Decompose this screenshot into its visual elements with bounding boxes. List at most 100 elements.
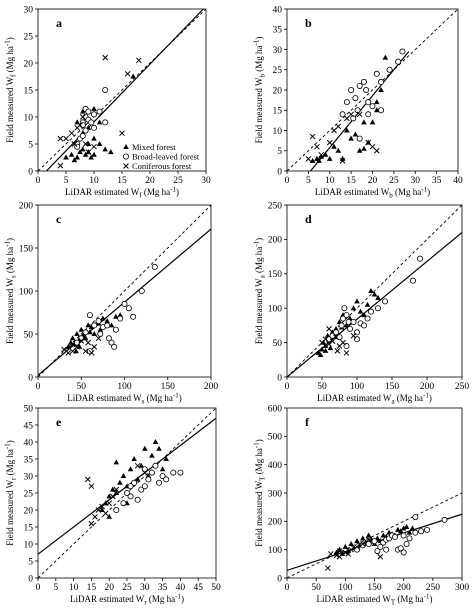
coniferous-forest-point (336, 548, 343, 554)
y-tick-label: 50 (24, 404, 34, 414)
broad-leaved-forest-point (102, 87, 109, 94)
coniferous-forest-point (356, 111, 363, 118)
y-tick-label: 100 (19, 287, 34, 297)
x-tick-label: 10 (89, 176, 99, 186)
y-axis-label: Field measured Wr (Mg ha-1) (4, 440, 18, 546)
mixed-forest-point (108, 149, 114, 155)
mixed-forest-point (335, 147, 342, 153)
plot-frame (286, 407, 463, 579)
mixed-forest-point (348, 135, 354, 141)
broad-leaved-forest-point (102, 119, 109, 126)
y-tick-label: 250 (268, 201, 283, 211)
broad-leaved-forest-point (418, 528, 425, 535)
broad-leaved-forest-point (120, 500, 127, 507)
broad-leaved-forest-point (170, 469, 177, 476)
mixed-forest-point (97, 326, 104, 332)
x-tick-label: 100 (338, 583, 353, 593)
broad-leaved-forest-point (152, 462, 159, 469)
broad-leaved-forest-point (151, 263, 158, 270)
x-tick-label: 250 (426, 583, 441, 593)
mixed-forest-point (371, 291, 378, 297)
mixed-forest-point (96, 119, 103, 125)
mixed-forest-point (117, 479, 123, 485)
x-tick-label: 15 (87, 583, 97, 593)
y-tick-label: 200 (268, 236, 283, 246)
broad-leaved-forest-point (416, 255, 423, 262)
broad-leaved-forest-point (403, 541, 410, 548)
broad-leaved-forest-point (96, 108, 103, 115)
coniferous-forest-point (91, 344, 98, 350)
mixed-forest-point (343, 322, 350, 328)
y-tick-label: 0 (28, 373, 33, 383)
mixed-forest-point (357, 308, 364, 314)
panel-label: e (56, 415, 62, 429)
mixed-forest-point (152, 439, 159, 444)
x-tick-label: 100 (350, 382, 365, 392)
legend-triangle-icon (123, 144, 129, 149)
broad-leaved-forest-point (82, 329, 89, 336)
x-tick-label: 40 (176, 583, 186, 593)
mixed-forest-point (91, 135, 97, 141)
coniferous-forest-point (327, 551, 334, 557)
broad-leaved-forest-point (378, 78, 385, 85)
coniferous-forest-point (335, 123, 342, 130)
broad-leaved-forest-point (352, 95, 359, 102)
coniferous-forest-point (326, 325, 332, 332)
mixed-forest-point (368, 288, 374, 293)
broad-leaved-forest-point (113, 506, 120, 513)
x-tick-label: 5 (64, 176, 69, 186)
mixed-forest-point (409, 525, 416, 531)
broad-leaved-forest-point (378, 107, 385, 114)
panel-label: d (305, 212, 312, 226)
coniferous-forest-point (324, 565, 331, 571)
coniferous-forest-point (79, 114, 86, 120)
broad-leaved-forest-point (91, 124, 98, 131)
coniferous-forest-point (82, 348, 89, 355)
broad-leaved-forest-point (371, 538, 378, 545)
broad-leaved-forest-point (104, 322, 111, 329)
y-tick-label: 10 (24, 540, 34, 550)
broad-leaved-forest-point (359, 542, 366, 549)
panel-label: b (305, 16, 312, 30)
y-tick-label: 20 (24, 506, 34, 516)
mixed-forest-point (120, 473, 127, 478)
coniferous-forest-point (61, 346, 67, 353)
broad-leaved-forest-point (156, 479, 163, 486)
broad-leaved-forest-point (397, 545, 404, 552)
coniferous-forest-point (113, 486, 120, 493)
broad-leaved-forest-point (423, 526, 430, 533)
broad-leaved-forest-point (395, 58, 402, 65)
broad-leaved-forest-point (163, 476, 170, 483)
coniferous-forest-point (57, 162, 64, 169)
broad-leaved-forest-point (338, 322, 345, 329)
x-tick-label: 30 (411, 176, 421, 186)
broad-leaved-forest-point (79, 122, 86, 129)
mixed-forest-point (400, 525, 407, 531)
x-tick-label: 0 (285, 176, 290, 186)
mixed-forest-point (106, 513, 112, 519)
mixed-forest-point (149, 452, 155, 458)
mixed-forest-point (138, 462, 145, 468)
mixed-forest-point (331, 143, 337, 149)
mixed-forest-point (382, 54, 389, 60)
y-tick-label: 20 (24, 59, 34, 69)
mixed-forest-point (69, 335, 76, 341)
coniferous-forest-point (57, 135, 64, 142)
coniferous-forest-point (377, 553, 384, 560)
y-tick-label: 0 (28, 167, 33, 177)
panel-label: f (305, 415, 310, 429)
broad-leaved-forest-point (365, 111, 372, 118)
mixed-forest-point (77, 149, 83, 155)
x-tick-label: 50 (77, 382, 87, 392)
x-tick-label: 10 (69, 583, 79, 593)
mixed-forest-point (317, 351, 324, 357)
y-tick-label: 400 (268, 461, 283, 471)
mixed-forest-point (403, 524, 410, 529)
coniferous-forest-point (336, 553, 343, 560)
mixed-forest-point (106, 493, 112, 499)
regression-line (287, 232, 462, 377)
mixed-forest-point (163, 456, 169, 461)
broad-leaved-forest-point (356, 135, 363, 142)
broad-leaved-forest-point (441, 516, 448, 523)
